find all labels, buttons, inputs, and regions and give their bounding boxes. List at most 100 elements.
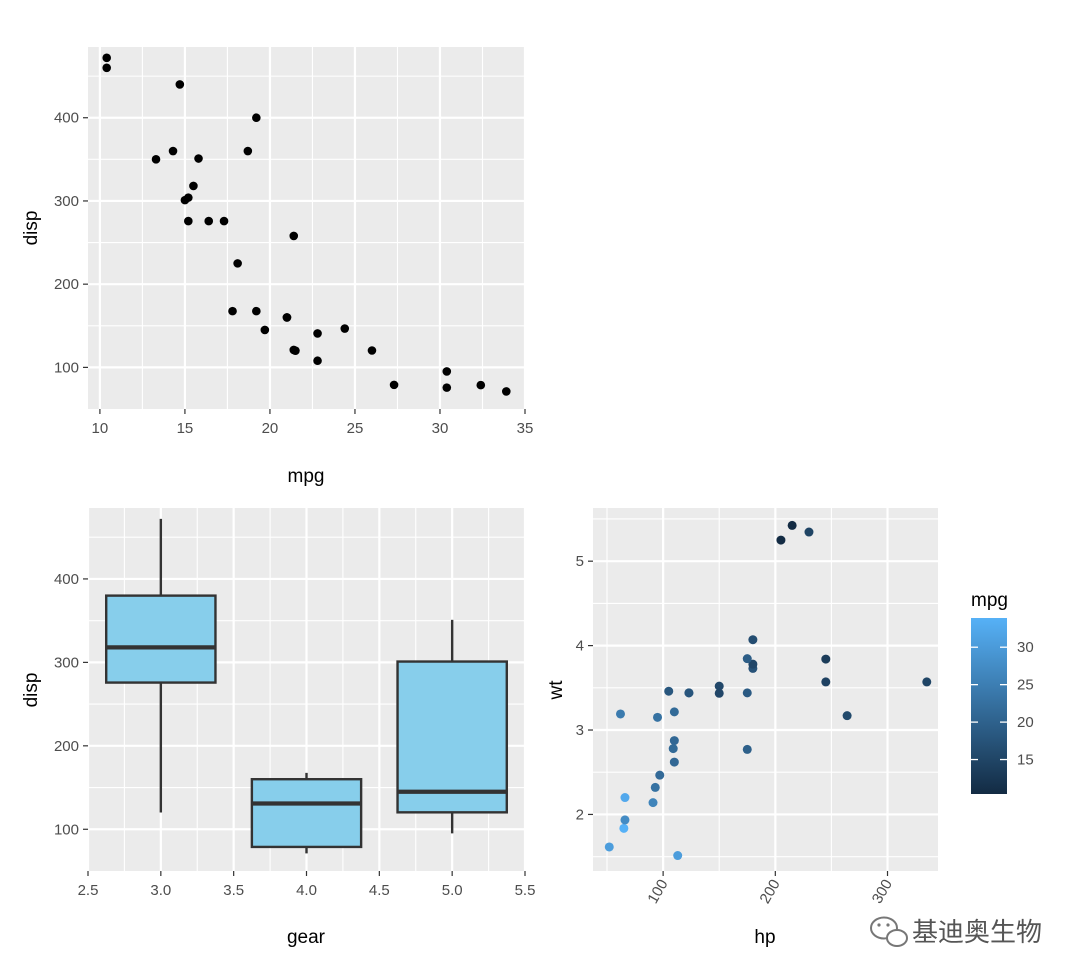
y-tick-label: 3: [576, 722, 584, 739]
data-point: [787, 520, 797, 530]
data-point: [313, 329, 322, 338]
scatter-mpg-disp-panel: 10 15 20 25 30 35 100 200 300 400 mpg disp: [21, 47, 533, 487]
boxes: [105, 518, 508, 854]
y-tick-label: 200: [54, 276, 79, 293]
legend-tick-label: 25: [1017, 677, 1034, 694]
data-point: [604, 842, 614, 852]
data-point: [655, 770, 665, 780]
data-point: [748, 635, 758, 645]
x-tick-label: 4.0: [296, 882, 317, 899]
data-point: [184, 216, 193, 226]
data-points: [102, 53, 511, 396]
x-tick-label: 3.5: [223, 882, 244, 899]
x-tick-label: 300: [869, 877, 896, 907]
y-tick-label: 300: [54, 654, 79, 671]
x-tick-label: 5.0: [442, 882, 463, 899]
y-tick-label: 100: [54, 821, 79, 838]
data-point: [367, 346, 377, 355]
box-iqr: [105, 594, 217, 684]
x-axis-label: gear: [287, 927, 326, 948]
data-point: [821, 654, 831, 664]
data-point: [289, 345, 299, 355]
data-point: [673, 851, 683, 861]
data-point: [313, 356, 322, 366]
data-point: [748, 659, 758, 669]
data-point: [233, 259, 242, 268]
data-point: [714, 688, 724, 698]
data-point: [194, 154, 203, 163]
data-point: [648, 798, 658, 808]
data-point: [922, 677, 932, 687]
axes: 10 15 20 25 30 35 100 200 300 400: [54, 110, 533, 437]
legend-title: mpg: [971, 590, 1008, 611]
y-tick-label: 200: [54, 738, 79, 755]
data-point: [668, 744, 678, 754]
data-point: [252, 306, 261, 316]
data-point: [189, 181, 198, 191]
x-tick-label: 5.5: [515, 882, 536, 899]
x-axis-label: hp: [754, 927, 775, 948]
data-point: [650, 782, 660, 792]
box-gear-3: [105, 518, 217, 813]
data-point: [175, 80, 185, 89]
y-tick-label: 5: [576, 553, 584, 570]
data-point: [151, 155, 161, 164]
scatter-hp-wt-panel: 100 200 300 2 3 4 5 hp wt mpg 15 20 25 30: [546, 508, 1034, 948]
y-tick-label: 400: [54, 571, 79, 588]
legend-colorbar: [971, 618, 1007, 794]
x-tick-label: 10: [92, 420, 109, 437]
data-point: [669, 707, 679, 717]
data-point: [804, 527, 814, 537]
data-point: [180, 195, 190, 205]
data-point: [442, 367, 452, 376]
x-axis-label: mpg: [288, 466, 325, 487]
data-point: [776, 535, 786, 545]
data-point: [669, 757, 679, 767]
data-point: [842, 711, 852, 721]
y-axis-label: disp: [21, 211, 42, 246]
data-point: [289, 231, 299, 241]
data-point: [260, 325, 270, 335]
watermark-text: 基迪奥生物: [912, 918, 1042, 948]
data-point: [442, 383, 452, 392]
box-iqr: [250, 778, 363, 849]
data-point: [821, 677, 831, 687]
data-point: [620, 793, 630, 803]
legend-tick-label: 15: [1017, 752, 1034, 769]
y-axis-label: wt: [546, 680, 567, 701]
data-point: [282, 313, 292, 322]
data-point: [228, 306, 237, 316]
x-tick-label: 2.5: [78, 882, 99, 899]
box-gear-5: [396, 619, 508, 834]
data-point: [168, 146, 178, 156]
data-point: [669, 736, 679, 746]
x-tick-label: 25: [347, 420, 364, 437]
x-tick-label: 200: [757, 877, 784, 907]
data-point: [476, 380, 486, 390]
data-point: [653, 712, 663, 722]
x-tick-label: 20: [262, 420, 279, 437]
legend-ticks: 15 20 25 30: [971, 639, 1034, 769]
data-point: [204, 216, 214, 226]
data-point: [219, 216, 229, 226]
data-point: [252, 113, 261, 123]
y-tick-label: 300: [54, 193, 79, 210]
y-tick-label: 400: [54, 110, 79, 127]
data-point: [664, 686, 674, 696]
data-point: [620, 815, 630, 825]
data-point: [615, 709, 625, 719]
panel-background: [593, 508, 938, 871]
data-point: [742, 688, 752, 698]
color-legend: mpg 15 20 25 30: [971, 590, 1034, 794]
data-point: [389, 380, 399, 390]
data-point: [501, 387, 511, 396]
data-points: [604, 520, 932, 861]
y-axis-label: disp: [21, 673, 42, 708]
data-point: [742, 654, 752, 664]
legend-tick-label: 30: [1017, 639, 1034, 656]
y-tick-label: 100: [54, 359, 79, 376]
box-gear-4: [250, 772, 363, 854]
box-iqr: [396, 660, 508, 814]
data-point: [619, 823, 629, 833]
